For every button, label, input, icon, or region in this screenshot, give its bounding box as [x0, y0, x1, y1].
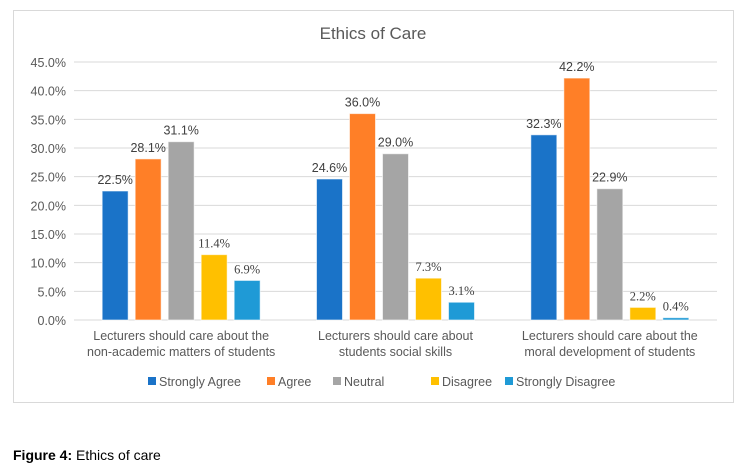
legend-label: Disagree	[442, 375, 492, 389]
bar-disagree	[415, 277, 442, 321]
x-axis: Lecturers should care about the non-acade…	[87, 329, 698, 359]
bar-strongly-agree	[530, 134, 558, 321]
y-axis: 0.0% 5.0% 10.0% 15.0% 20.0% 25.0% 30.0% 35.0% 40…	[31, 56, 66, 328]
y-tick-label: 10.0%	[31, 257, 66, 271]
x-category-label: students social skills	[339, 345, 452, 359]
legend-item: Strongly Disagree	[505, 375, 615, 389]
caption-label: Figure 4:	[13, 447, 73, 463]
data-labels: 22.5% 28.1% 31.1% 11.4% 6.9% 24.6% 36.0% 29.0% 7…	[97, 60, 688, 314]
figure-caption: Figure 4: Ethics of care	[13, 447, 161, 463]
bar-agree	[563, 77, 591, 321]
y-tick-label: 30.0%	[31, 142, 66, 156]
bar-strongly-agree	[101, 190, 129, 321]
data-label: 2.2%	[630, 289, 656, 303]
data-label: 0.4%	[663, 300, 689, 314]
bar-neutral	[167, 141, 195, 321]
x-category-label: moral development of students	[524, 345, 695, 359]
data-label: 22.5%	[97, 173, 132, 187]
x-category-label: Lecturers should care about the	[522, 329, 698, 343]
x-category-label: Lecturers should care about	[318, 329, 473, 343]
data-label: 31.1%	[163, 124, 198, 138]
data-label: 29.0%	[378, 136, 413, 150]
bar-disagree	[629, 306, 657, 321]
legend-item: Strongly Agree	[148, 375, 241, 389]
legend-label: Neutral	[344, 375, 384, 389]
y-tick-label: 35.0%	[31, 113, 66, 127]
legend-swatch	[431, 377, 439, 385]
legend-swatch	[148, 377, 156, 385]
legend-swatch	[505, 377, 513, 385]
chart-title: Ethics of Care	[320, 24, 427, 43]
legend-item: Disagree	[431, 375, 492, 389]
x-category-label: Lecturers should care about the	[93, 329, 269, 343]
caption-text: Ethics of care	[72, 447, 161, 463]
y-tick-label: 15.0%	[31, 228, 66, 242]
data-label: 32.3%	[526, 117, 561, 131]
y-tick-label: 5.0%	[38, 285, 67, 299]
legend-item: Agree	[267, 375, 311, 389]
y-tick-label: 0.0%	[38, 314, 67, 328]
bar-strongly-disagree	[233, 279, 261, 321]
legend-item: Neutral	[333, 375, 384, 389]
legend-swatch	[333, 377, 341, 385]
data-label: 6.9%	[234, 262, 260, 276]
y-tick-label: 45.0%	[31, 56, 66, 70]
bar-strongly-disagree	[662, 317, 690, 321]
y-tick-label: 25.0%	[31, 171, 66, 185]
bar-agree	[349, 113, 376, 321]
y-tick-label: 40.0%	[31, 85, 66, 99]
data-label: 28.1%	[130, 141, 165, 155]
bar-disagree	[200, 254, 228, 321]
legend-label: Strongly Disagree	[516, 375, 615, 389]
bar-strongly-agree	[316, 178, 343, 321]
data-label: 24.6%	[312, 161, 347, 175]
data-label: 7.3%	[415, 260, 441, 274]
legend-swatch	[267, 377, 275, 385]
bar-strongly-disagree	[448, 301, 475, 321]
bars	[101, 77, 690, 321]
legend-label: Agree	[278, 375, 311, 389]
data-label: 42.2%	[559, 60, 594, 74]
data-label: 36.0%	[345, 96, 380, 110]
legend: Strongly Agree Agree Neutral Disagree Strong…	[148, 375, 615, 389]
bar-neutral	[382, 153, 409, 321]
bar-neutral	[596, 188, 624, 321]
x-category-label: non-academic matters of students	[87, 345, 275, 359]
data-label: 22.9%	[592, 171, 627, 185]
data-label: 11.4%	[198, 237, 230, 251]
legend-label: Strongly Agree	[159, 375, 241, 389]
y-tick-label: 20.0%	[31, 199, 66, 213]
data-label: 3.1%	[448, 284, 474, 298]
bar-agree	[134, 158, 162, 321]
